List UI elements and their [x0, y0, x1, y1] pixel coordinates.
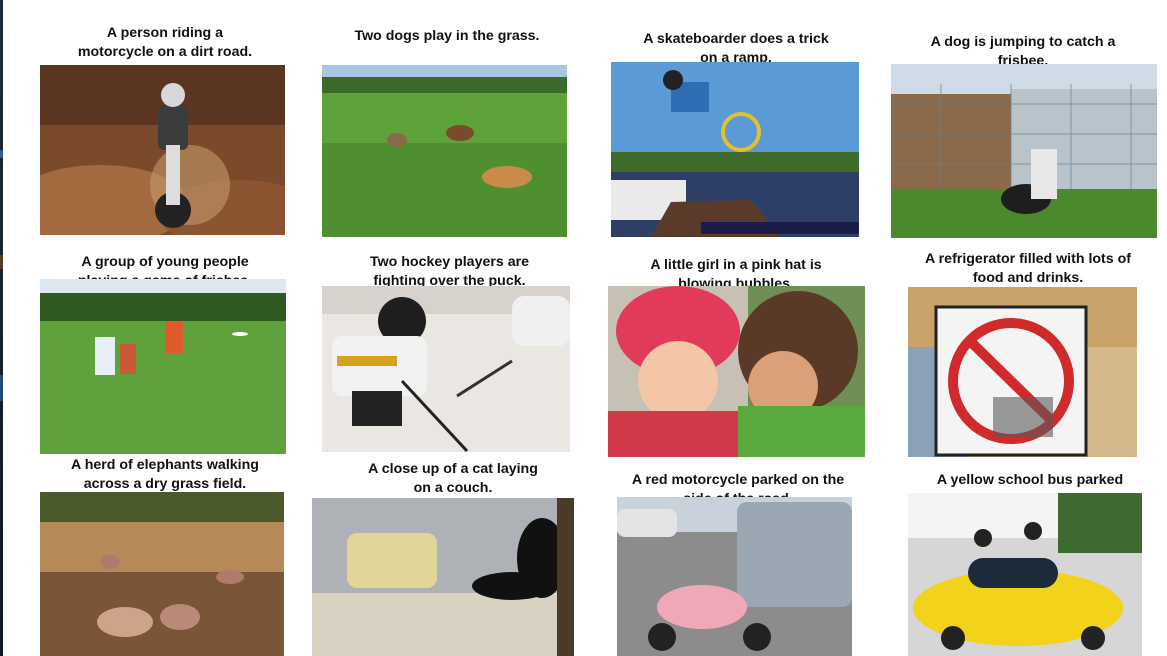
caption-10: A close up of a cat laying on a couch.: [368, 461, 538, 496]
photo-elephants: [40, 492, 284, 656]
photo-frisbee-game: [40, 279, 286, 454]
caption-9: A herd of elephants walking across a dry…: [71, 457, 259, 492]
photo-dog-fence: [891, 64, 1157, 238]
photo-hockey: [322, 286, 570, 452]
photo-children: [608, 286, 865, 457]
left-window-edge: [0, 0, 3, 656]
caption-7: A little girl in a pink hat is blowing b…: [650, 257, 822, 292]
photo-scooter: [617, 497, 852, 656]
caption-8: A refrigerator filled with lots of food …: [925, 251, 1131, 286]
photo-bmx: [611, 62, 859, 237]
caption-1: A person riding a motorcycle on a dirt r…: [77, 25, 253, 60]
photo-motocross: [40, 65, 285, 235]
photo-yellow-car: [908, 493, 1142, 656]
caption-2: Two dogs play in the grass.: [354, 28, 540, 44]
photo-cat-couch: [312, 498, 574, 656]
photo-dogs-grass: [322, 65, 567, 237]
caption-6: Two hockey players are fighting over the…: [369, 254, 530, 289]
photo-sign: [908, 287, 1137, 457]
